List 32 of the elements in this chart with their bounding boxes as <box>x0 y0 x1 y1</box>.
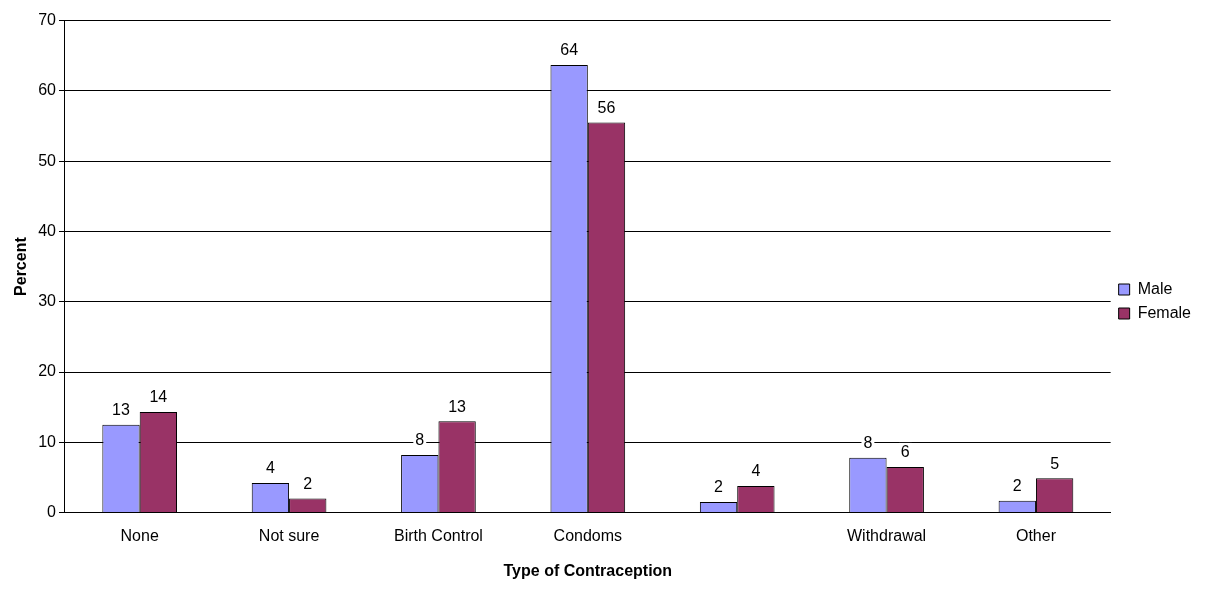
data-label: 2 <box>714 478 724 496</box>
data-label: 8 <box>415 431 425 449</box>
y-tick-label: 20 <box>38 362 57 380</box>
data-label: 13 <box>448 397 467 415</box>
data-label: 13 <box>112 401 131 419</box>
data-label: 4 <box>751 462 761 480</box>
data-label: 2 <box>303 474 313 492</box>
data-label: 8 <box>863 434 873 452</box>
y-tick-label: 10 <box>38 432 57 450</box>
y-tick-label: 70 <box>38 11 57 29</box>
data-label: 64 <box>560 41 579 59</box>
x-tick-label: Withdrawal <box>847 526 927 544</box>
data-label: 4 <box>265 459 275 477</box>
data-label: 6 <box>900 443 910 461</box>
data-label: 56 <box>597 98 616 116</box>
data-label: 14 <box>149 388 168 406</box>
y-tick-label: 30 <box>38 292 57 310</box>
x-tick-label: Birth Control <box>393 526 483 544</box>
x-axis-title: Type of Contraception <box>503 561 673 579</box>
y-tick-label: 0 <box>47 503 57 521</box>
y-tick-label: 40 <box>38 221 57 239</box>
data-label: 2 <box>1012 477 1022 495</box>
x-tick-label: Condoms <box>553 526 623 544</box>
y-tick-label: 60 <box>38 81 57 99</box>
x-tick-label: None <box>120 526 159 544</box>
y-tick-label: 50 <box>38 151 57 169</box>
legend-label: Female <box>1137 303 1192 321</box>
x-tick-label: Other <box>1015 526 1057 544</box>
data-label: 5 <box>1050 454 1060 472</box>
y-axis-title: Percent <box>12 236 30 296</box>
x-tick-label: Not sure <box>258 526 320 544</box>
legend-label: Male <box>1137 279 1173 297</box>
